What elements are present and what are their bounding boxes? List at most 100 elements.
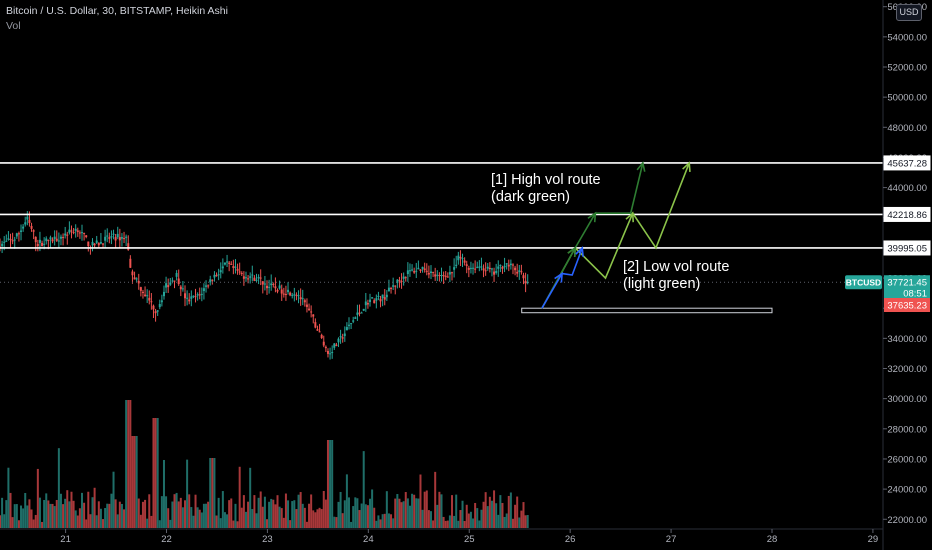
volume-bar — [301, 503, 304, 528]
volume-bar — [371, 489, 374, 528]
volume-bar — [488, 496, 491, 528]
volume-bar — [354, 497, 357, 528]
candle-body — [404, 277, 407, 279]
volume-bar — [282, 517, 285, 528]
candle-body — [280, 289, 283, 294]
volume-bar — [219, 518, 222, 528]
volume-bar — [375, 520, 378, 528]
level-price-tag-label: 45637.28 — [887, 158, 927, 169]
candle-body — [272, 283, 275, 285]
volume-bar — [41, 521, 44, 528]
candle-body — [165, 283, 168, 288]
candle-body — [442, 275, 445, 277]
high-vol-route-subtitle: (dark green) — [491, 189, 570, 205]
candle-body — [184, 293, 187, 299]
symbol-title[interactable]: Bitcoin / U.S. Dollar, 30, BITSTAMP, Hei… — [6, 5, 228, 17]
volume-bar — [123, 509, 126, 528]
candle-body — [419, 269, 422, 271]
volume-bar — [318, 507, 321, 528]
volume-bar — [209, 458, 212, 528]
candles — [0, 210, 529, 360]
candle-body — [284, 294, 287, 296]
candle-body — [463, 260, 466, 263]
candle-body — [398, 280, 401, 282]
candle-body — [102, 243, 105, 245]
candle-body — [417, 267, 420, 270]
candle-body — [47, 239, 50, 241]
volume-bar — [360, 503, 363, 528]
candle-body — [438, 275, 441, 277]
volume-bar — [436, 504, 439, 528]
volume-bar — [0, 515, 1, 528]
blue-route-arrow — [554, 271, 564, 283]
price-tick-label: 30000.00 — [887, 394, 927, 405]
candle-body — [394, 285, 397, 287]
candle-body — [255, 279, 258, 281]
candle-body — [314, 322, 317, 328]
candle-body — [62, 237, 65, 239]
candle-body — [221, 266, 224, 269]
volume-bar — [97, 501, 100, 528]
candle-body — [490, 268, 493, 270]
candle-body — [51, 239, 54, 242]
volume-bar — [106, 503, 109, 528]
candle-body — [524, 280, 527, 284]
volume-bar — [80, 492, 83, 528]
candle-body — [379, 298, 382, 302]
candle-body — [236, 268, 239, 271]
volume-bar — [120, 503, 123, 528]
candle-body — [36, 244, 39, 246]
volume-bar — [158, 520, 161, 528]
currency-button[interactable]: USD — [896, 4, 922, 21]
volume-bar — [331, 440, 334, 528]
candle-body — [249, 276, 252, 278]
volume-bar — [400, 502, 403, 528]
volume-bar — [343, 500, 346, 528]
candle-body — [276, 289, 279, 292]
candle-body — [356, 312, 359, 315]
volume-label[interactable]: Vol — [6, 20, 21, 32]
volume-bar — [362, 451, 365, 528]
candle-body — [139, 287, 142, 291]
volume-bar — [242, 495, 245, 528]
volume-bar — [383, 513, 386, 528]
high-vol-route-arrow — [567, 246, 577, 257]
volume-bar — [394, 498, 397, 528]
volume-bar — [299, 492, 302, 528]
time-axis[interactable]: 21 22 23 24 25 26 27 28 29 — [0, 528, 883, 545]
volume-bar — [104, 508, 107, 528]
volume-bar — [455, 494, 458, 528]
volume-bar — [522, 502, 525, 528]
candle-body — [186, 297, 189, 299]
volume-bar — [314, 512, 317, 528]
volume-bar — [198, 509, 201, 528]
volume-bar — [495, 503, 498, 528]
volume-bar — [257, 497, 260, 528]
volume-bar — [53, 506, 56, 528]
candle-body — [242, 276, 245, 279]
candle-body — [144, 294, 147, 297]
candle-body — [499, 264, 502, 266]
candle-body — [495, 271, 498, 273]
candle-body — [261, 281, 264, 285]
candle-body — [198, 294, 201, 296]
candle-body — [453, 267, 456, 270]
volume-bar — [205, 503, 208, 528]
candle-body — [408, 270, 411, 272]
candle-body — [268, 286, 271, 288]
candle-body — [511, 264, 514, 266]
candle-body — [345, 327, 348, 331]
price-axis[interactable]: 56000.0054000.0052000.0050000.0048000.00… — [845, 0, 931, 550]
volume-bar — [516, 496, 519, 528]
volume-bar — [162, 459, 165, 528]
candle-body — [160, 300, 163, 303]
price-tick-label: 44000.00 — [887, 183, 927, 194]
volume-bar — [141, 501, 144, 528]
volume-bar — [442, 516, 445, 528]
candle-body — [205, 285, 208, 287]
volume-bar — [398, 498, 401, 528]
candle-body — [137, 280, 140, 284]
candle-body — [266, 285, 269, 289]
candle-body — [232, 266, 235, 269]
